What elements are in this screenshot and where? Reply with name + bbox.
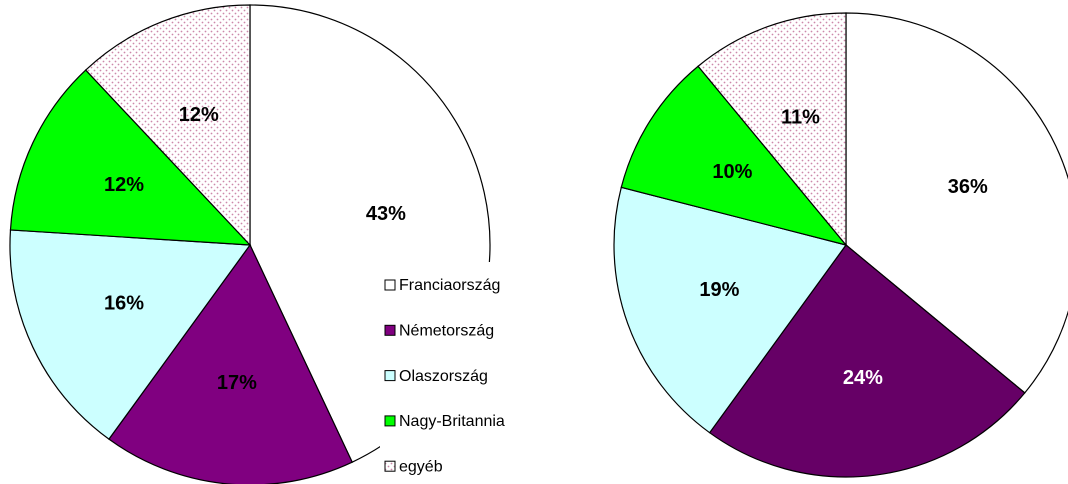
data-label: 12% — [179, 104, 219, 126]
pie-slice — [697, 12, 847, 247]
data-label: 10% — [712, 161, 752, 183]
legend-swatch — [384, 415, 396, 427]
legend-label: Franciaország — [399, 277, 500, 294]
legend-label: Németország — [399, 323, 494, 340]
pie-slice — [9, 69, 252, 246]
legend-label: egyéb — [399, 458, 443, 475]
pie-slice — [9, 229, 252, 441]
data-label: 12% — [104, 174, 144, 196]
pie-slice — [613, 186, 848, 434]
legend-swatch — [384, 279, 396, 291]
pie-slice — [620, 65, 848, 247]
data-label: 16% — [104, 293, 144, 315]
legend-box — [380, 262, 550, 484]
legend-label: Nagy-Britannia — [399, 413, 505, 430]
legend-swatch — [384, 370, 396, 382]
data-label: 19% — [699, 279, 739, 301]
pie-slice — [84, 4, 251, 247]
data-label: 17% — [217, 372, 257, 394]
legend-swatch — [384, 324, 396, 336]
legend-label: Olaszország — [399, 368, 488, 385]
data-label: 11% — [781, 107, 820, 129]
data-label: 43% — [366, 203, 406, 225]
pie-slice — [708, 244, 1026, 478]
data-label: 24% — [843, 367, 883, 389]
pie-slice — [845, 12, 1068, 394]
data-label: 36% — [948, 176, 988, 198]
legend-swatch — [384, 460, 396, 472]
